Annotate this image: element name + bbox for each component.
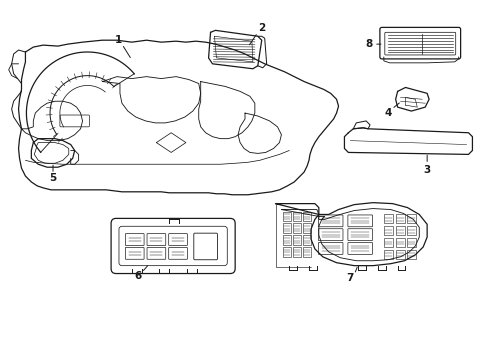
Bar xyxy=(395,250,405,259)
Bar xyxy=(303,247,311,257)
Text: 5: 5 xyxy=(49,173,57,183)
Bar xyxy=(293,235,301,245)
Bar xyxy=(293,223,301,233)
Bar xyxy=(303,235,311,245)
Text: 2: 2 xyxy=(258,23,266,33)
Bar xyxy=(408,250,416,259)
Bar xyxy=(293,247,301,257)
Text: 8: 8 xyxy=(366,39,373,49)
Bar xyxy=(408,215,416,223)
Bar xyxy=(303,212,311,221)
Text: 1: 1 xyxy=(114,35,122,45)
Bar xyxy=(395,215,405,223)
Text: 3: 3 xyxy=(423,165,431,175)
Bar xyxy=(303,223,311,233)
Text: 4: 4 xyxy=(384,108,392,118)
Bar xyxy=(384,215,392,223)
Bar xyxy=(283,223,291,233)
Bar xyxy=(283,247,291,257)
Bar xyxy=(395,226,405,235)
Bar xyxy=(384,226,392,235)
Text: 6: 6 xyxy=(134,271,141,282)
Bar xyxy=(283,212,291,221)
Bar xyxy=(395,238,405,247)
Bar xyxy=(408,238,416,247)
Text: 7: 7 xyxy=(346,274,354,283)
Bar xyxy=(283,235,291,245)
Bar xyxy=(384,250,392,259)
Bar xyxy=(408,226,416,235)
Bar xyxy=(293,212,301,221)
Bar xyxy=(384,238,392,247)
